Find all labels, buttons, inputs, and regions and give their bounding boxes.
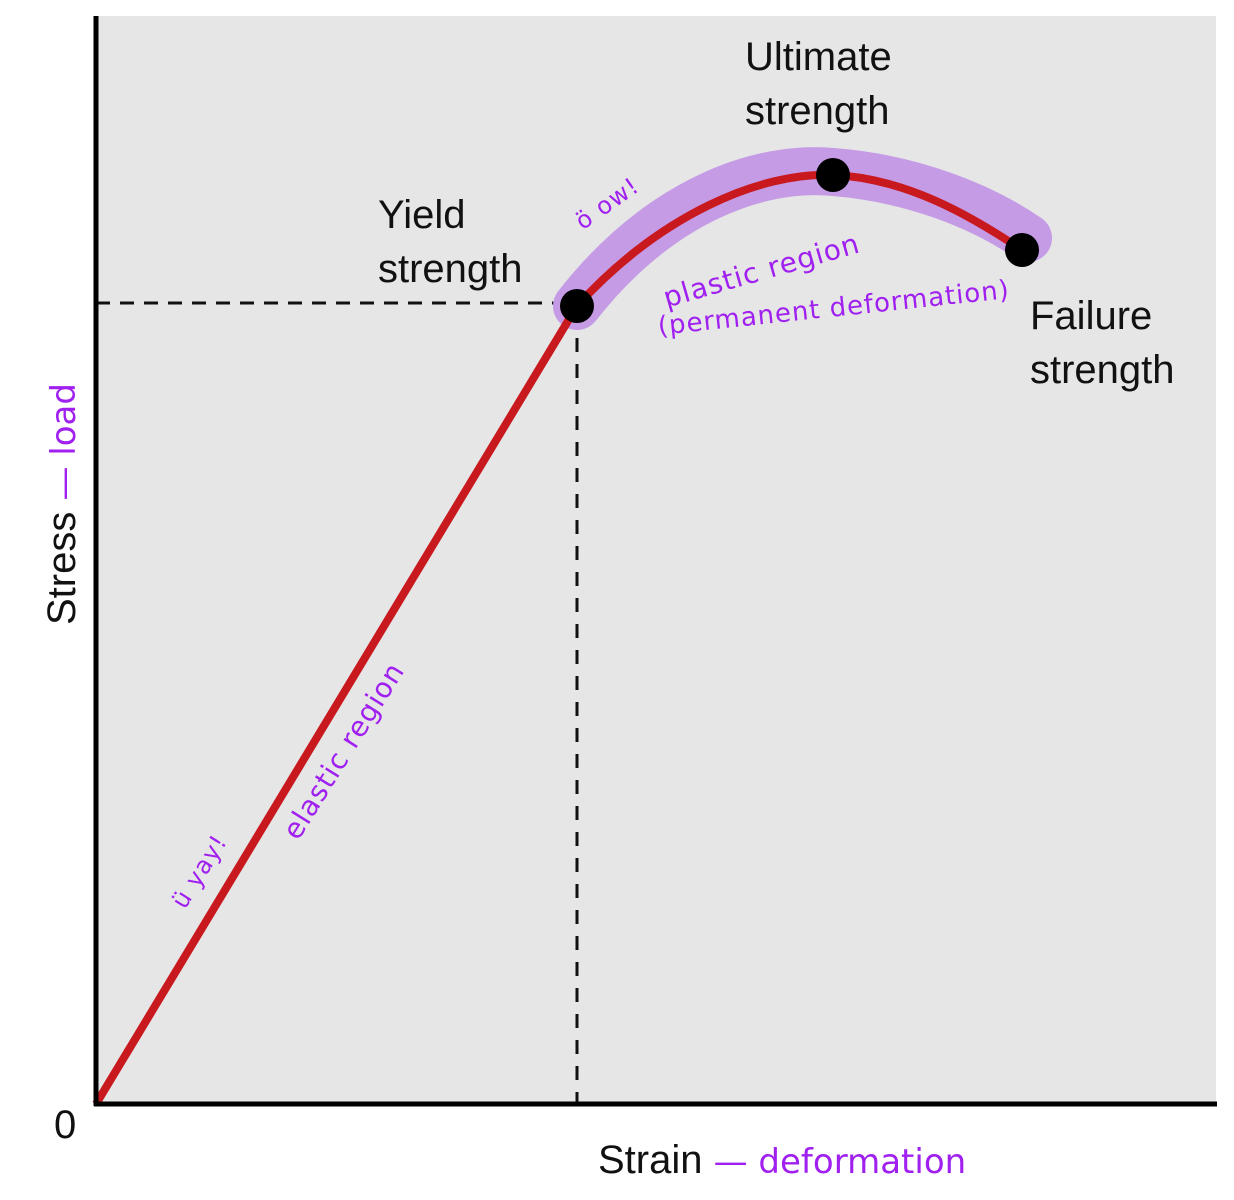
ultimate-label-line1: Ultimate bbox=[745, 35, 892, 79]
failure-strength-label: Failure strength bbox=[1030, 289, 1175, 397]
elastic-curve-segment bbox=[92, 303, 581, 1107]
ultimate-label-line2: strength bbox=[745, 89, 890, 133]
y-axis-annotation: — load bbox=[44, 383, 84, 501]
yield-label-line1: Yield bbox=[378, 193, 466, 237]
y-axis-title: Stress — load bbox=[40, 383, 85, 625]
x-axis-annotation: — deformation bbox=[713, 1142, 967, 1182]
origin-label: 0 bbox=[54, 1103, 77, 1147]
yield-label-line2: strength bbox=[378, 247, 523, 291]
ultimate-point bbox=[816, 158, 850, 192]
failure-point bbox=[1005, 233, 1039, 267]
failure-label-line1: Failure bbox=[1030, 294, 1153, 338]
failure-label-line2: strength bbox=[1030, 348, 1175, 392]
yield-point bbox=[560, 289, 594, 323]
x-axis-title: Strain — deformation bbox=[598, 1138, 966, 1183]
yield-strength-label: Yield strength bbox=[378, 188, 523, 296]
x-axis-label: Strain bbox=[598, 1138, 703, 1182]
y-axis-label: Stress bbox=[40, 511, 84, 625]
plot-area bbox=[96, 16, 1216, 1104]
ultimate-strength-label: Ultimate strength bbox=[745, 30, 892, 138]
